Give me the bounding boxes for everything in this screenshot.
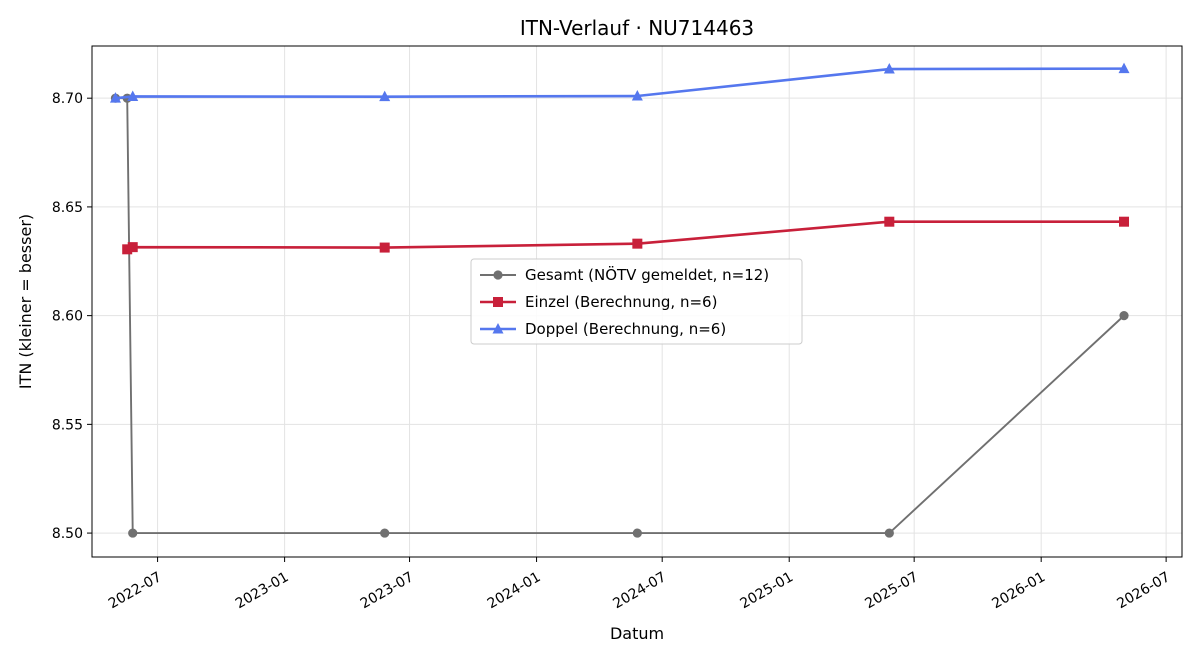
data-point	[379, 242, 390, 253]
x-tick-label: 2026-07	[1114, 569, 1173, 612]
y-tick-label: 8.60	[52, 309, 83, 325]
x-axis-ticks: 2022-07 2023-01 2023-07 2024-01 2024-07 2025-…	[106, 557, 1173, 612]
legend-label: Doppel (Berechnung, n=6)	[525, 320, 726, 338]
data-point	[127, 90, 139, 101]
chart-title: ITN-Verlauf · NU714463	[520, 16, 754, 40]
data-point	[122, 244, 133, 255]
series-layer	[109, 62, 1130, 538]
legend-item: Doppel (Berechnung, n=6)	[480, 320, 726, 338]
data-point	[109, 92, 121, 103]
legend-label: Gesamt (NÖTV gemeldet, n=12)	[525, 265, 769, 284]
plot-frame	[91, 45, 1183, 558]
y-tick-label: 8.55	[52, 417, 83, 433]
legend-item: Gesamt (NÖTV gemeldet, n=12)	[480, 265, 769, 284]
y-axis-ticks: 8.50 8.55 8.60 8.65 8.70	[52, 91, 92, 542]
data-point	[884, 528, 894, 538]
data-point	[1119, 311, 1129, 321]
x-tick-label: 2023-01	[233, 569, 292, 612]
legend-label: Einzel (Berechnung, n=6)	[525, 293, 717, 311]
legend-marker	[492, 323, 504, 334]
data-point	[632, 528, 642, 538]
data-point	[379, 90, 391, 102]
legend-box	[470, 258, 803, 345]
legend-item: Einzel (Berechnung, n=6)	[480, 293, 717, 311]
data-point	[1118, 62, 1130, 74]
y-tick-label: 8.65	[52, 200, 83, 216]
legend-marker	[493, 297, 503, 307]
series-line	[126, 220, 1125, 251]
series-3	[109, 62, 1130, 103]
x-tick-label: 2022-07	[106, 569, 165, 612]
x-tick-label: 2023-07	[358, 569, 417, 612]
y-axis-title: ITN (kleiner = besser)	[16, 214, 35, 389]
x-axis-title: Datum	[610, 624, 664, 643]
data-point	[631, 90, 643, 101]
data-point	[883, 63, 895, 74]
x-tick-label: 2025-07	[862, 569, 921, 612]
data-point	[128, 528, 138, 538]
series-line	[115, 67, 1125, 100]
x-tick-label: 2025-01	[737, 569, 796, 612]
data-point	[127, 242, 138, 253]
series-2	[122, 216, 1130, 255]
data-point	[380, 528, 390, 538]
x-tick-label: 2024-01	[485, 569, 544, 612]
data-point	[632, 238, 643, 249]
x-tick-label: 2024-07	[610, 569, 669, 612]
y-tick-label: 8.70	[52, 91, 83, 107]
x-tick-label: 2026-01	[989, 569, 1048, 612]
legend: Gesamt (NÖTV gemeldet, n=12) Einzel (Bere…	[470, 258, 803, 345]
legend-marker	[493, 270, 503, 280]
data-point	[884, 216, 895, 227]
y-tick-label: 8.50	[52, 526, 83, 542]
data-point	[1119, 216, 1130, 227]
